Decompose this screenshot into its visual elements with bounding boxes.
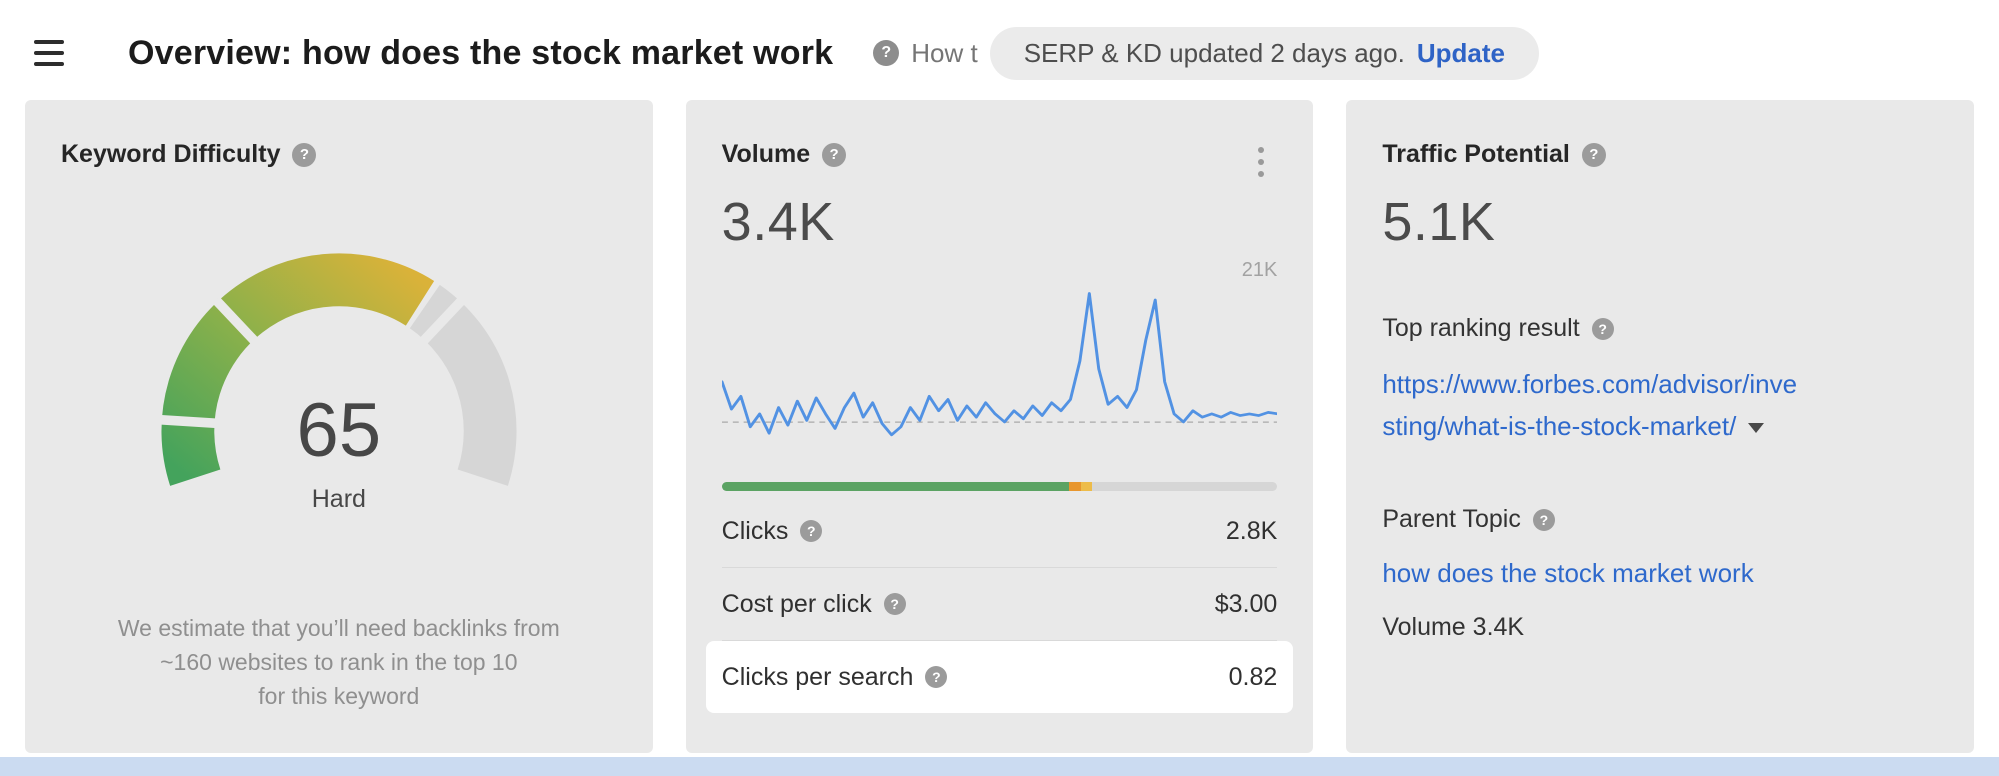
metric-label: Clicks (721, 516, 789, 545)
help-icon[interactable] (822, 142, 847, 167)
help-icon[interactable] (1532, 508, 1555, 531)
clicks-distribution-bar (721, 481, 1278, 491)
traffic-potential-card: Traffic Potential 5.1K Top ranking resul… (1346, 100, 1974, 753)
serp-update-text: SERP & KD updated 2 days ago. (1023, 37, 1405, 68)
url-line: sting/what-is-the-stock-market/ (1382, 411, 1737, 441)
metric-value: 0.82 (1228, 662, 1278, 691)
difficulty-description-line: We estimate that you’ll need backlinks f… (117, 615, 560, 641)
volume-metrics: Clicks 2.8K Cost per click $3.00 Clicks … (705, 495, 1294, 713)
difficulty-score: 65 (296, 388, 382, 473)
metric-row-clicks: Clicks 2.8K (721, 495, 1278, 568)
keyword-difficulty-card: Keyword Difficulty 65 Hard We estimate t… (25, 100, 653, 753)
help-icon[interactable] (883, 593, 906, 615)
how-to-use-hint: How t (873, 37, 978, 69)
metric-value: $3.00 (1214, 589, 1278, 618)
gauge-arc (158, 253, 517, 486)
serp-update-pill: SERP & KD updated 2 days ago. Update (989, 26, 1539, 80)
volume-title: Volume (721, 140, 811, 168)
how-to-label: How t (911, 37, 978, 68)
difficulty-description-line: ~160 websites to rank in the top 10 (160, 649, 518, 675)
page-title: Overview: how does the stock market work (128, 33, 834, 72)
difficulty-score-label: Hard (311, 485, 366, 513)
difficulty-description: We estimate that you’ll need backlinks f… (61, 611, 617, 713)
chart-max-label: 21K (1241, 259, 1278, 281)
parent-topic-label: Parent Topic (1382, 505, 1521, 533)
traffic-potential-title: Traffic Potential (1382, 140, 1570, 168)
volume-card: Volume 3.4K 21K Clicks 2.8K Cost per cli… (685, 100, 1314, 753)
kebab-menu-icon[interactable] (1249, 144, 1273, 180)
metric-row-clicks-per-search: Clicks per search 0.82 (705, 641, 1294, 713)
bottom-strip (0, 757, 1999, 776)
metric-label: Cost per click (721, 589, 872, 618)
metric-label: Clicks per search (721, 662, 914, 691)
traffic-potential-value: 5.1K (1382, 192, 1496, 252)
difficulty-description-line: for this keyword (258, 683, 420, 709)
help-icon[interactable] (925, 666, 948, 688)
top-ranking-result-link[interactable]: https://www.forbes.com/advisor/inve stin… (1382, 363, 1938, 447)
volume-value: 3.4K (721, 192, 835, 252)
help-icon[interactable] (1591, 317, 1614, 340)
help-icon[interactable] (873, 40, 900, 66)
volume-trend-chart (721, 292, 1278, 437)
help-icon[interactable] (800, 520, 823, 542)
help-icon[interactable] (1581, 142, 1606, 167)
page-header: Overview: how does the stock market work… (0, 0, 1999, 92)
metric-value: 2.8K (1225, 516, 1278, 545)
help-icon[interactable] (292, 142, 317, 167)
keyword-difficulty-title: Keyword Difficulty (61, 140, 281, 168)
dropdown-caret-icon[interactable] (1748, 423, 1765, 434)
url-line: https://www.forbes.com/advisor/inve (1382, 369, 1798, 399)
overview-cards: Keyword Difficulty 65 Hard We estimate t… (0, 100, 1999, 753)
metric-row-cost-per-click: Cost per click $3.00 (721, 568, 1278, 641)
parent-topic-volume: Volume 3.4K (1382, 613, 1525, 641)
parent-topic-link[interactable]: how does the stock market work (1382, 558, 1754, 588)
keyword-difficulty-gauge: 65 Hard (147, 245, 531, 533)
hamburger-menu-icon[interactable] (34, 40, 66, 66)
update-button[interactable]: Update (1416, 37, 1505, 68)
top-ranking-result-label: Top ranking result (1382, 314, 1580, 342)
